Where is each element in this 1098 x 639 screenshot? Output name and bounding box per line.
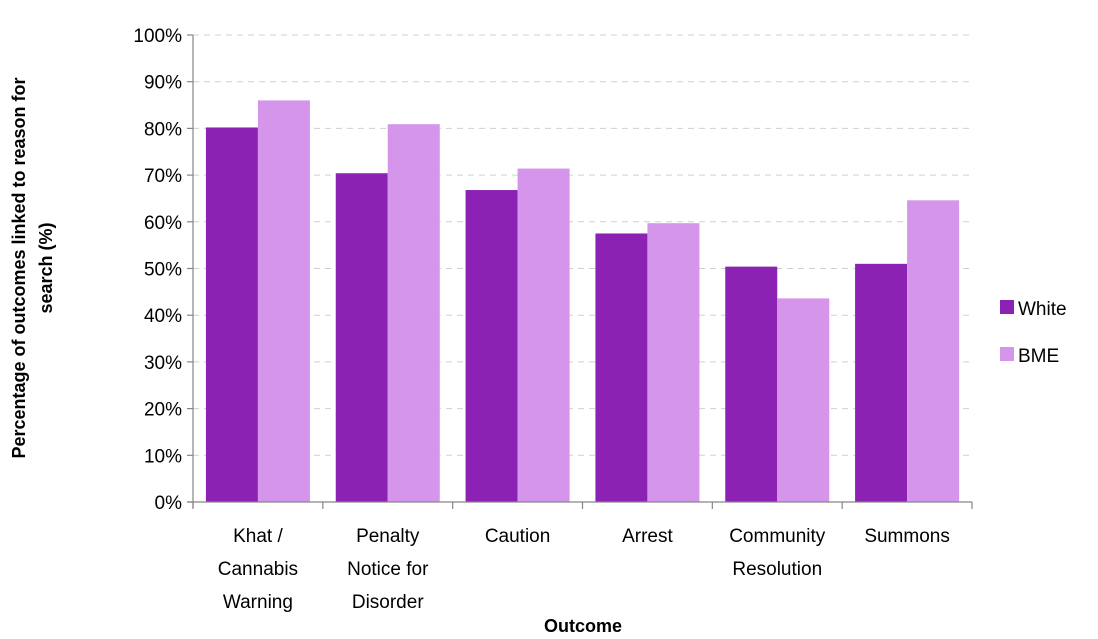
bar-white-5 — [725, 266, 778, 502]
gridlines — [193, 34, 972, 456]
bar-bme-5 — [777, 298, 830, 502]
legend-label: White — [1018, 299, 1067, 320]
legend-item-white: White — [1000, 299, 1067, 320]
x-tick-label: Arrest — [622, 526, 673, 547]
bar-white-6 — [855, 263, 908, 502]
y-tick-label: 90% — [144, 73, 182, 94]
y-tick-label: 80% — [144, 119, 182, 140]
y-tick-labels: 0% 10% 20% 30% 40% 50% 60% 70% 80% 90% 100% — [133, 26, 182, 514]
x-tick-label: Khat / Cannabis Warning — [218, 526, 298, 613]
x-tick-label: Community Resolution — [729, 526, 826, 580]
bar-white-4 — [595, 233, 648, 502]
bar-white-3 — [465, 190, 518, 502]
legend-swatch — [1000, 347, 1014, 361]
legend: White BME — [1000, 299, 1067, 367]
x-tick-label: Summons — [864, 526, 950, 547]
axes — [187, 34, 973, 509]
legend-label: BME — [1018, 346, 1059, 367]
bar-bme-4 — [647, 223, 700, 503]
x-axis-title: Outcome — [544, 616, 622, 636]
y-tick-label: 60% — [144, 213, 182, 234]
x-tick-label: Caution — [485, 526, 551, 547]
y-tick-label: 40% — [144, 306, 182, 327]
bars — [205, 100, 960, 503]
y-tick-label: 50% — [144, 260, 182, 281]
bar-bme-2 — [387, 124, 440, 503]
y-tick-label: 30% — [144, 353, 182, 374]
y-tick-label: 70% — [144, 166, 182, 187]
y-axis-title: Percentage of outcomes linked to reason … — [9, 77, 56, 458]
bar-white-1 — [205, 127, 258, 502]
bar-white-2 — [335, 173, 388, 502]
legend-swatch — [1000, 300, 1014, 314]
y-tick-label: 10% — [144, 446, 182, 467]
y-tick-label: 20% — [144, 400, 182, 421]
x-tick-labels: Khat / Cannabis Warning Penalty Notice for Di… — [218, 526, 950, 613]
y-tick-label: 100% — [133, 26, 182, 47]
bar-bme-3 — [517, 168, 570, 502]
bar-bme-1 — [257, 100, 310, 502]
x-tick-label: Penalty Notice for Disorder — [347, 526, 429, 613]
y-tick-label: 0% — [155, 493, 183, 514]
y-axis-title-text: Percentage of outcomes linked to reason … — [9, 77, 56, 458]
bar-bme-6 — [907, 200, 960, 502]
legend-item-bme: BME — [1000, 346, 1059, 367]
